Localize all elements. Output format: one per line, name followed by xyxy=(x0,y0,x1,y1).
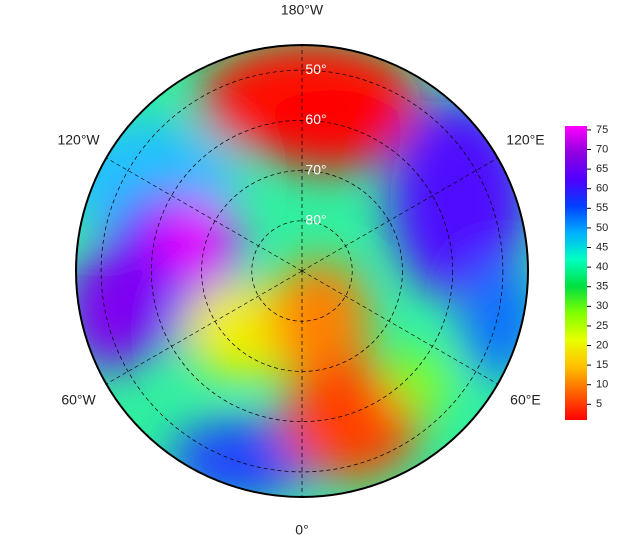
colorbar-tick-label: 25 xyxy=(596,320,608,332)
colorbar-tick-label: 65 xyxy=(596,163,608,175)
map-border xyxy=(75,44,529,498)
latitude-label: 50° xyxy=(305,61,326,77)
colorbar-tick-label: 70 xyxy=(596,143,608,155)
colorbar-tick-label: 30 xyxy=(596,300,608,312)
longitude-label: 0° xyxy=(295,522,308,538)
colorbar-ticks: 5 10 15 20 25 30 35 40 45 50 55 60 65 70 75 xyxy=(587,124,608,410)
meridian xyxy=(301,157,498,272)
graticule xyxy=(100,45,504,497)
colorbar-tick-label: 75 xyxy=(596,124,608,136)
longitude-label: 60°E xyxy=(510,392,541,408)
colorbar-tick-label: 50 xyxy=(596,222,608,234)
latitude-circle xyxy=(100,69,504,473)
longitude-label: 180°W xyxy=(281,2,324,18)
field xyxy=(76,45,528,497)
meridian xyxy=(106,270,303,385)
longitude-label: 60°W xyxy=(61,392,96,408)
colorbar-tick-label: 5 xyxy=(596,398,602,410)
colorbar-tick-label: 35 xyxy=(596,281,608,293)
latitude-label: 80° xyxy=(305,211,326,227)
latitude-label: 60° xyxy=(305,111,326,127)
colorbar-tick-label: 10 xyxy=(596,379,608,391)
colorbar xyxy=(565,126,587,420)
longitude-label: 120°W xyxy=(57,132,100,148)
colorbar-tick-label: 45 xyxy=(596,241,608,253)
longitude-label: 120°E xyxy=(506,132,544,148)
colorbar-tick-label: 55 xyxy=(596,202,608,214)
colorbar-tick-label: 40 xyxy=(596,261,608,273)
meridian xyxy=(106,157,303,272)
colorbar-tick-label: 15 xyxy=(596,359,608,371)
colorbar-tick-label: 20 xyxy=(596,339,608,351)
meridian xyxy=(301,270,498,385)
latitude-label: 70° xyxy=(305,161,326,177)
colorbar-tick-label: 60 xyxy=(596,183,608,195)
